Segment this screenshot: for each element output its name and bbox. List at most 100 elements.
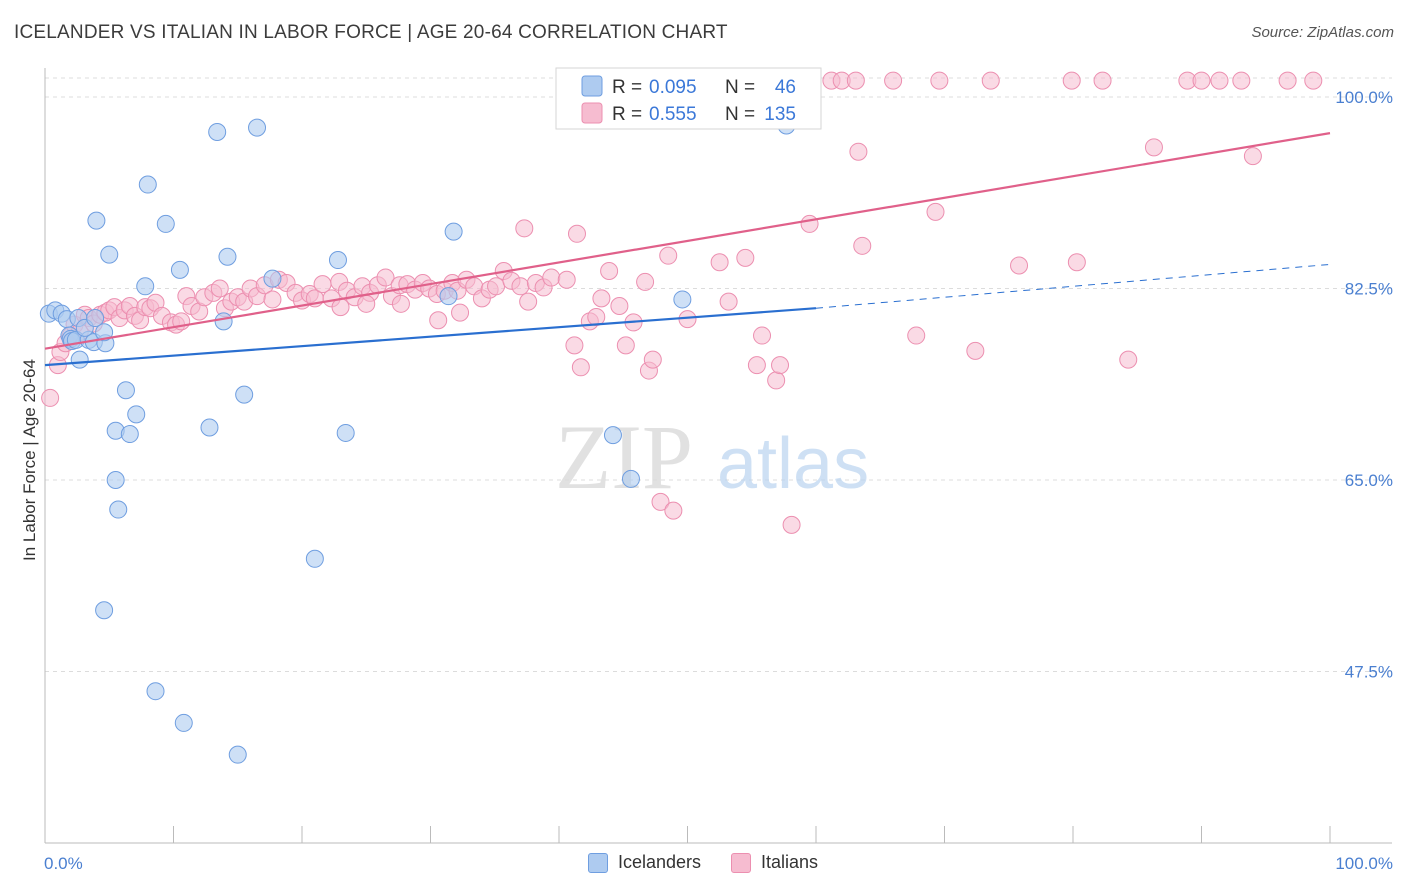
- y-tick-label: 47.5%: [1345, 663, 1393, 682]
- trend-line-italians: [44, 132, 1331, 350]
- data-point-icelanders: [106, 471, 125, 489]
- legend-label-icelanders: Icelanders: [617, 852, 701, 872]
- data-point-icelanders: [170, 260, 189, 279]
- data-point-icelanders: [174, 713, 193, 732]
- data-point-italians: [771, 356, 790, 375]
- data-point-italians: [930, 71, 949, 90]
- data-point-italians: [664, 501, 683, 520]
- data-point-icelanders: [138, 175, 157, 194]
- data-point-italians: [542, 268, 561, 287]
- stats-n-value: 135: [764, 104, 796, 125]
- data-point-italians: [966, 341, 985, 360]
- italians-swatch: [731, 852, 751, 873]
- data-point-italians: [519, 292, 538, 311]
- data-point-italians: [487, 277, 506, 296]
- data-point-icelanders: [305, 549, 324, 568]
- data-point-italians: [1144, 138, 1163, 157]
- icelanders-points: [39, 116, 796, 764]
- data-point-icelanders: [95, 601, 114, 620]
- data-point-italians: [1210, 71, 1229, 90]
- data-point-icelanders: [87, 211, 106, 230]
- data-point-icelanders: [109, 500, 128, 519]
- data-point-italians: [1192, 71, 1211, 90]
- stats-swatch: [581, 75, 603, 97]
- data-point-icelanders: [156, 214, 175, 233]
- data-point-italians: [451, 303, 470, 322]
- data-point-italians: [41, 388, 60, 407]
- stats-r-label: R =: [612, 104, 642, 125]
- trend-line-icelanders: [44, 307, 817, 367]
- data-point-italians: [849, 142, 868, 161]
- data-point-italians: [719, 292, 738, 311]
- stats-n-label: N =: [725, 104, 755, 125]
- data-point-italians: [610, 297, 629, 316]
- source-label: Source: ZipAtlas.com: [1251, 24, 1394, 41]
- data-point-icelanders: [228, 745, 247, 764]
- data-point-italians: [651, 492, 670, 511]
- data-point-italians: [565, 336, 584, 355]
- data-point-italians: [263, 290, 282, 309]
- x-tick-label: 100.0%: [1335, 854, 1393, 873]
- stats-r-value: 0.095: [649, 77, 697, 98]
- data-point-icelanders: [248, 118, 267, 137]
- data-point-italians: [391, 294, 410, 313]
- data-point-italians: [376, 268, 395, 287]
- bottom-legend: Icelanders Italians: [0, 852, 1406, 873]
- data-point-icelanders: [95, 323, 114, 342]
- data-point-icelanders: [336, 423, 355, 442]
- data-point-italians: [1093, 71, 1112, 90]
- icelanders-swatch: [587, 852, 608, 873]
- legend-item-icelanders[interactable]: Icelanders: [587, 852, 701, 873]
- stats-n-value: 46: [775, 77, 796, 98]
- data-point-italians: [636, 272, 655, 291]
- data-point-italians: [1243, 147, 1262, 166]
- data-point-icelanders: [235, 385, 254, 404]
- stats-legend: R = 0.095 N = 46 R = 0.555 N = 135: [555, 67, 822, 130]
- legend-item-italians[interactable]: Italians: [731, 852, 818, 873]
- data-point-icelanders: [100, 245, 119, 264]
- data-point-italians: [710, 253, 729, 272]
- data-point-icelanders: [673, 290, 692, 309]
- data-point-italians: [1062, 71, 1081, 90]
- data-point-icelanders: [603, 426, 622, 445]
- data-point-italians: [1067, 253, 1086, 272]
- data-point-italians: [853, 236, 872, 255]
- data-point-italians: [981, 71, 1000, 90]
- data-point-italians: [1010, 256, 1029, 275]
- data-point-italians: [747, 356, 766, 375]
- data-point-italians: [571, 358, 590, 377]
- data-point-italians: [1119, 350, 1138, 369]
- data-point-icelanders: [86, 309, 105, 328]
- data-point-italians: [1278, 71, 1297, 90]
- data-point-icelanders: [116, 381, 135, 400]
- data-point-italians: [616, 336, 635, 355]
- data-point-icelanders: [136, 277, 155, 296]
- data-point-icelanders: [127, 405, 146, 424]
- data-point-italians: [1304, 71, 1323, 90]
- stats-swatch: [581, 102, 603, 124]
- data-point-italians: [736, 248, 755, 267]
- chart-title: ICELANDER VS ITALIAN IN LABOR FORCE | AG…: [14, 22, 728, 43]
- data-point-icelanders: [200, 418, 219, 437]
- data-point-italians: [643, 350, 662, 369]
- data-point-icelanders: [263, 269, 282, 288]
- y-tick-label: 100.0%: [1335, 88, 1393, 107]
- stats-r-value: 0.555: [649, 104, 697, 125]
- y-tick-label: 65.0%: [1345, 471, 1393, 490]
- data-point-italians: [210, 279, 229, 298]
- data-point-italians: [907, 326, 926, 345]
- data-point-italians: [511, 277, 530, 296]
- data-point-icelanders: [621, 469, 640, 488]
- data-point-icelanders: [218, 247, 237, 266]
- watermark-zip: ZIP: [555, 406, 693, 508]
- data-point-italians: [515, 219, 534, 238]
- data-point-icelanders: [208, 123, 227, 142]
- data-point-icelanders: [70, 350, 89, 369]
- data-point-icelanders: [444, 222, 463, 241]
- watermark: ZIP atlas: [555, 406, 869, 508]
- data-point-icelanders: [146, 682, 165, 701]
- legend-label-italians: Italians: [761, 852, 819, 872]
- data-point-italians: [767, 371, 786, 390]
- data-point-icelanders: [214, 312, 233, 331]
